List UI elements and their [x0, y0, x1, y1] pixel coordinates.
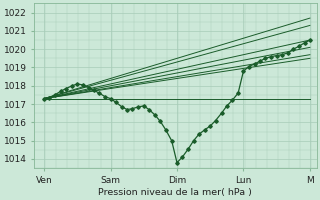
X-axis label: Pression niveau de la mer( hPa ): Pression niveau de la mer( hPa ) — [98, 188, 252, 197]
